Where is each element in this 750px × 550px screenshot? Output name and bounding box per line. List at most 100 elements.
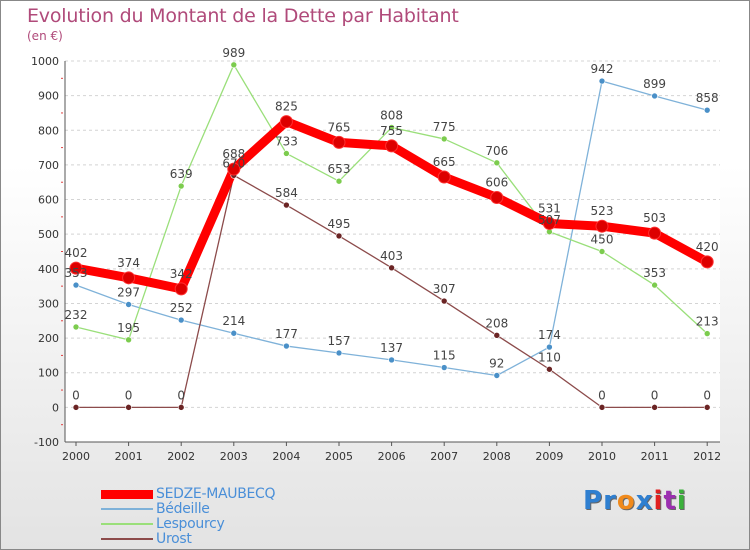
data-label-urost: 110 [538,350,561,364]
data-label-b-deille: 942 [591,62,614,76]
point-urost [703,404,711,411]
x-tick-label: 2000 [62,450,90,463]
data-label-lespourcy: 775 [433,120,456,134]
proxiti-logo: Proxiti [583,486,687,516]
x-tick-label: 2010 [588,450,616,463]
data-label-sedze-maubecq: 420 [696,240,719,254]
data-label-sedze-maubecq: 342 [170,267,193,281]
data-label-sedze-maubecq: 765 [328,120,351,134]
point-urost [177,404,185,411]
logo-letter: o [616,486,636,516]
data-label-urost: 670 [222,156,245,170]
point-lespourcy [493,159,501,167]
data-label-sedze-maubecq: 531 [538,201,561,215]
x-tick-label: 2011 [641,450,669,463]
point-b-deille [177,316,185,324]
point-urost [283,201,290,209]
point-sedze-maubecq [227,162,241,176]
legend-label: Urost [156,531,192,547]
point-lespourcy [125,336,132,344]
point-b-deille [651,92,658,100]
point-b-deille [230,329,238,337]
point-urost [493,332,501,339]
legend-swatch [101,538,153,540]
legend-label: Lespourcy [156,516,225,532]
point-sedze-maubecq [490,190,504,204]
data-label-sedze-maubecq: 755 [380,124,403,138]
point-b-deille [388,356,395,364]
point-urost [440,297,448,305]
data-label-lespourcy: 808 [380,109,403,123]
data-label-lespourcy: 213 [696,315,719,329]
data-label-b-deille: 157 [328,334,351,348]
x-tick-label: 2012 [693,450,721,463]
x-tick-label: 2002 [167,450,195,463]
y-tick-label: 700 [38,159,59,172]
point-sedze-maubecq [279,115,293,129]
point-b-deille [598,77,606,85]
legend-entry: Lespourcy [101,517,225,531]
point-urost [598,404,606,411]
x-tick-label: 2007 [430,450,458,463]
data-label-urost: 208 [485,316,508,330]
data-label-b-deille: 858 [696,91,719,105]
data-label-b-deille: 899 [643,77,666,91]
data-label-urost: 584 [275,186,298,200]
point-b-deille [440,364,448,371]
point-sedze-maubecq [542,216,556,230]
point-lespourcy [177,182,185,190]
x-tick-label: 2005 [325,450,353,463]
x-tick-label: 2003 [220,450,248,463]
point-b-deille [493,372,501,379]
data-label-lespourcy: 653 [328,162,351,176]
data-label-urost: 0 [125,388,133,402]
point-sedze-maubecq [122,271,136,285]
chart-unit: (en €) [27,29,63,43]
point-lespourcy [230,61,238,69]
x-tick-label: 2009 [535,450,563,463]
y-tick-label: 1000 [31,55,59,68]
data-label-lespourcy: 353 [643,266,666,280]
data-label-urost: 0 [177,388,185,402]
data-label-b-deille: 137 [380,341,403,355]
data-label-b-deille: 177 [275,327,298,341]
data-label-b-deille: 297 [117,285,140,299]
logo-letter: r [603,486,617,516]
point-sedze-maubecq [700,255,714,269]
chart-title: Evolution du Montant de la Dette par Hab… [27,5,459,27]
logo-letter: i [676,486,687,516]
y-tick-label: 200 [38,332,59,345]
point-urost [388,264,395,272]
y-tick-label: 100 [38,367,59,380]
data-label-sedze-maubecq: 688 [222,147,245,161]
data-label-urost: 0 [598,388,606,402]
point-b-deille [335,349,343,357]
data-label-lespourcy: 989 [222,46,245,60]
logo-letter: i [653,486,664,516]
data-label-lespourcy: 232 [65,308,88,322]
point-lespourcy [703,330,711,337]
data-label-sedze-maubecq: 665 [433,155,456,169]
legend-entry: Urost [101,532,192,546]
legend-entry: Bédeille [101,502,210,516]
legend-label: Bédeille [156,501,210,517]
data-label-sedze-maubecq: 825 [275,100,298,114]
point-urost [546,365,553,373]
y-tick-label: 0 [52,401,59,414]
point-b-deille [546,343,553,351]
y-tick-label: 800 [38,124,59,137]
data-label-lespourcy: 450 [591,233,614,247]
legend-swatch [101,489,153,499]
point-sedze-maubecq [174,282,188,296]
point-lespourcy [651,281,658,289]
data-label-b-deille: 174 [538,328,561,342]
y-tick-label: -100 [34,436,59,449]
data-label-b-deille: 353 [65,266,88,280]
data-label-lespourcy: 639 [170,167,193,181]
point-lespourcy [440,135,448,143]
point-urost [335,232,343,240]
data-label-sedze-maubecq: 374 [117,256,140,270]
logo-letter: t [663,486,677,516]
point-b-deille [283,342,290,350]
